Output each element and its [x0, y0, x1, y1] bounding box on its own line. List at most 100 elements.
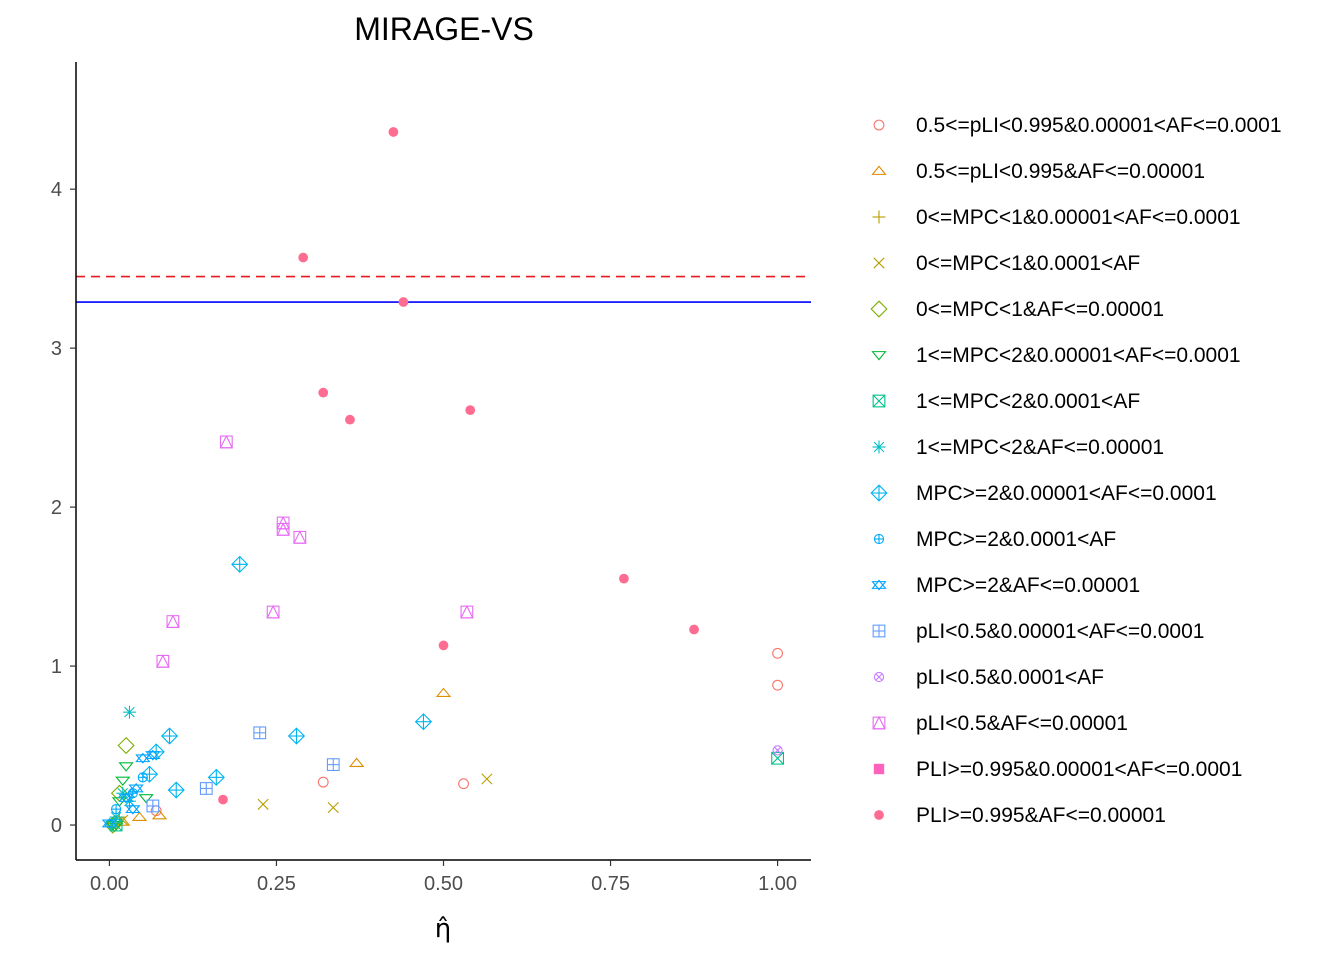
data-point	[465, 405, 476, 416]
data-point	[772, 647, 784, 659]
legend-item: pLI<0.5&0.0001<AF	[873, 666, 1104, 689]
y-axis-ticks: 0 1 2 3 4	[51, 179, 76, 837]
x-tick-label: 1.00	[758, 873, 797, 895]
data-point	[460, 604, 474, 619]
legend-item: MPC>=2&AF<=0.00001	[871, 574, 1140, 597]
legend-label: MPC>=2&0.00001<AF<=0.0001	[916, 482, 1217, 505]
data-point	[125, 803, 141, 815]
x-tick-label: 0.75	[591, 873, 630, 895]
legend-label: MPC>=2&0.0001<AF	[916, 528, 1116, 551]
data-point	[388, 127, 399, 137]
x-tick-label: 0.50	[424, 873, 463, 895]
legend-item: 0<=MPC<1&0.00001<AF<=0.0001	[872, 206, 1241, 229]
data-point	[326, 758, 340, 772]
y-tick-label: 4	[51, 179, 62, 201]
data-point	[298, 252, 309, 263]
legend: 0.5<=pLI<0.995&0.00001<AF<=0.0001 0.5<=pL…	[870, 114, 1282, 827]
data-point	[317, 776, 329, 788]
legend-item: PLI>=0.995&AF<=0.00001	[874, 804, 1166, 827]
legend-item: MPC>=2&0.00001<AF<=0.0001	[870, 482, 1217, 505]
legend-key	[872, 440, 886, 454]
data-point	[348, 757, 365, 767]
y-tick-label: 3	[51, 338, 62, 360]
legend-key	[873, 763, 885, 775]
legend-key	[873, 533, 885, 545]
legend-label: PLI>=0.995&0.00001<AF<=0.0001	[916, 758, 1242, 781]
y-tick-label: 0	[51, 815, 62, 837]
legend-key	[872, 210, 886, 224]
data-point	[231, 555, 249, 573]
legend-key	[871, 165, 887, 175]
legend-label: pLI<0.5&0.0001<AF	[916, 666, 1104, 689]
legend-label: 0<=MPC<1&0.00001<AF<=0.0001	[916, 206, 1241, 229]
data-point	[146, 799, 160, 813]
data-point	[327, 801, 339, 814]
legend-label: 0.5<=pLI<0.995&0.00001<AF<=0.0001	[916, 114, 1282, 137]
y-tick-label: 2	[51, 497, 62, 519]
legend-key	[872, 394, 886, 408]
data-point	[156, 654, 170, 668]
data-point	[257, 798, 269, 810]
data-point	[318, 387, 329, 398]
legend-key	[871, 579, 887, 591]
data-point	[207, 768, 225, 786]
data-point	[772, 745, 783, 756]
legend-item: 1<=MPC<2&AF<=0.00001	[872, 436, 1164, 459]
data-point	[253, 726, 267, 740]
data-point	[481, 773, 493, 785]
data-point	[772, 679, 784, 691]
legend-key	[871, 351, 887, 361]
data-point	[110, 804, 122, 815]
legend-item: 1<=MPC<2&0.0001<AF	[872, 390, 1140, 413]
legend-label: MPC>=2&AF<=0.00001	[916, 574, 1140, 597]
data-point	[619, 573, 629, 584]
data-points	[101, 127, 784, 834]
legend-item: 0<=MPC<1&AF<=0.00001	[870, 298, 1164, 321]
data-point	[115, 776, 131, 787]
legend-key	[870, 484, 888, 502]
data-point	[276, 522, 290, 536]
legend-label: 0<=MPC<1&0.0001<AF	[916, 252, 1140, 275]
data-point	[138, 794, 154, 804]
legend-label: pLI<0.5&AF<=0.00001	[916, 712, 1128, 735]
data-point	[293, 530, 307, 544]
data-point	[131, 811, 148, 821]
legend-item: 0.5<=pLI<0.995&AF<=0.00001	[871, 160, 1205, 183]
data-point	[167, 781, 185, 799]
legend-key	[870, 300, 888, 318]
y-tick-label: 1	[51, 656, 62, 678]
legend-label: 0.5<=pLI<0.995&AF<=0.00001	[916, 160, 1205, 183]
data-point	[122, 705, 136, 719]
legend-label: 1<=MPC<2&AF<=0.00001	[916, 436, 1164, 459]
legend-item: pLI<0.5&0.00001<AF<=0.0001	[872, 620, 1204, 643]
data-point	[287, 727, 306, 745]
data-point	[458, 778, 469, 790]
legend-key	[872, 715, 886, 730]
data-point	[398, 297, 409, 307]
legend-label: 1<=MPC<2&0.00001<AF<=0.0001	[916, 344, 1241, 367]
legend-key	[874, 810, 884, 820]
legend-item: 0<=MPC<1&0.0001<AF	[873, 252, 1140, 275]
data-point	[219, 434, 234, 449]
x-tick-label: 0.00	[90, 873, 129, 895]
data-point	[128, 782, 144, 794]
data-point	[117, 736, 135, 755]
legend-item: 0.5<=pLI<0.995&0.00001<AF<=0.0001	[873, 114, 1282, 137]
legend-item: PLI>=0.995&0.00001<AF<=0.0001	[873, 758, 1242, 781]
data-point	[199, 782, 213, 795]
data-point	[135, 752, 151, 764]
data-point	[160, 727, 179, 745]
data-point	[771, 751, 784, 765]
data-point	[137, 772, 148, 783]
legend-item: pLI<0.5&AF<=0.00001	[872, 712, 1128, 735]
legend-label: pLI<0.5&0.00001<AF<=0.0001	[916, 620, 1204, 643]
data-point	[140, 765, 159, 783]
legend-key	[872, 624, 886, 638]
data-point	[151, 809, 168, 820]
chart-title: MIRAGE-VS	[354, 11, 534, 47]
x-axis-ticks: 0.00 0.25 0.50 0.75 1.00	[90, 860, 797, 895]
data-point	[435, 687, 452, 698]
legend-label: PLI>=0.995&AF<=0.00001	[916, 804, 1166, 827]
x-tick-label: 0.25	[257, 873, 296, 895]
